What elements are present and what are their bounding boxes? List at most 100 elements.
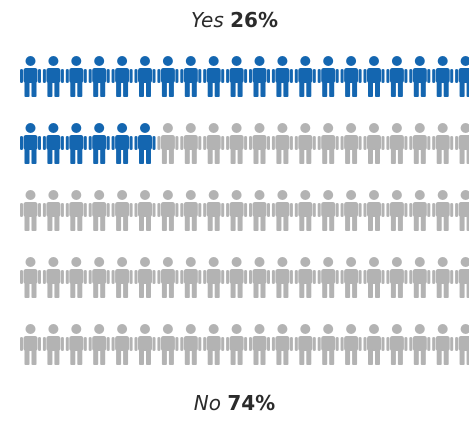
no-label-text: No (193, 391, 221, 415)
person-icon (88, 324, 110, 365)
person-icon (317, 190, 339, 231)
person-icon (88, 257, 110, 298)
person-icon (340, 324, 362, 365)
person-icon (432, 190, 454, 231)
person-icon (386, 56, 408, 97)
person-icon (432, 56, 454, 97)
person-icon (226, 190, 248, 231)
person-icon (386, 257, 408, 298)
person-icon (409, 257, 431, 298)
person-icon (363, 257, 385, 298)
person-icon (249, 257, 270, 298)
person-icon (180, 123, 202, 164)
person-icon (455, 324, 469, 365)
person-icon (65, 257, 87, 298)
person-icon (111, 257, 133, 298)
person-icon (249, 190, 270, 231)
person-icon (111, 190, 133, 231)
person-icon (180, 190, 202, 231)
person-icon (226, 324, 248, 365)
person-icon (88, 123, 110, 164)
person-icon (455, 123, 469, 164)
no-label: No 74% (0, 391, 469, 415)
person-icon (294, 190, 316, 231)
person-icon (42, 123, 64, 164)
person-icon (203, 257, 225, 298)
person-icon (455, 190, 469, 231)
person-icon (294, 257, 316, 298)
person-icon (180, 56, 202, 97)
person-icon (317, 56, 339, 97)
person-icon (294, 324, 316, 365)
person-icon (340, 190, 362, 231)
person-icon (455, 56, 469, 97)
person-icon (42, 56, 64, 97)
person-icon (363, 123, 385, 164)
yes-label-value: 26% (230, 8, 278, 32)
person-icon (226, 123, 248, 164)
person-icon (271, 56, 293, 97)
person-icon (271, 324, 293, 365)
person-icon (65, 123, 87, 164)
person-icon (386, 324, 408, 365)
person-icon (134, 257, 156, 298)
person-icon (363, 190, 385, 231)
person-icon (409, 123, 431, 164)
person-icon (42, 324, 64, 365)
person-icon (294, 56, 316, 97)
person-icon (65, 190, 87, 231)
person-icon (363, 56, 385, 97)
person-icon (386, 123, 408, 164)
person-icon (111, 56, 133, 97)
person-icon (20, 56, 41, 97)
person-icon (432, 257, 454, 298)
person-icon (317, 257, 339, 298)
person-icon (432, 123, 454, 164)
person-icon (249, 56, 270, 97)
person-icon (20, 123, 41, 164)
person-icon (65, 56, 87, 97)
person-icon (340, 123, 362, 164)
person-icon (340, 257, 362, 298)
person-icon (203, 123, 225, 164)
person-icon (432, 324, 454, 365)
person-icon (157, 324, 179, 365)
person-icon (409, 190, 431, 231)
yes-label-text: Yes (191, 8, 224, 32)
person-icon (20, 324, 41, 365)
person-icon (180, 324, 202, 365)
person-icon (134, 324, 156, 365)
person-icon (317, 123, 339, 164)
person-icon (42, 257, 64, 298)
person-icon (409, 324, 431, 365)
person-icon (134, 123, 156, 164)
person-icon (88, 56, 110, 97)
person-icon (271, 123, 293, 164)
person-icon (203, 56, 225, 97)
yes-label: Yes 26% (0, 8, 469, 32)
person-icon (271, 257, 293, 298)
person-icon (157, 56, 179, 97)
person-icon (271, 190, 293, 231)
person-icon (409, 56, 431, 97)
person-icon (180, 257, 202, 298)
person-icon (455, 257, 469, 298)
person-icon (294, 123, 316, 164)
person-icon (20, 190, 41, 231)
person-icon (88, 190, 110, 231)
person-icon (340, 56, 362, 97)
person-icon (203, 324, 225, 365)
person-icon (20, 257, 41, 298)
person-icon (317, 324, 339, 365)
person-icon (134, 56, 156, 97)
person-icon (65, 324, 87, 365)
person-icon (203, 190, 225, 231)
person-icon (111, 324, 133, 365)
person-icon (157, 257, 179, 298)
no-label-value: 74% (227, 391, 276, 415)
person-icon (111, 123, 133, 164)
person-icon (249, 324, 270, 365)
person-icon (42, 190, 64, 231)
person-icon (157, 190, 179, 231)
